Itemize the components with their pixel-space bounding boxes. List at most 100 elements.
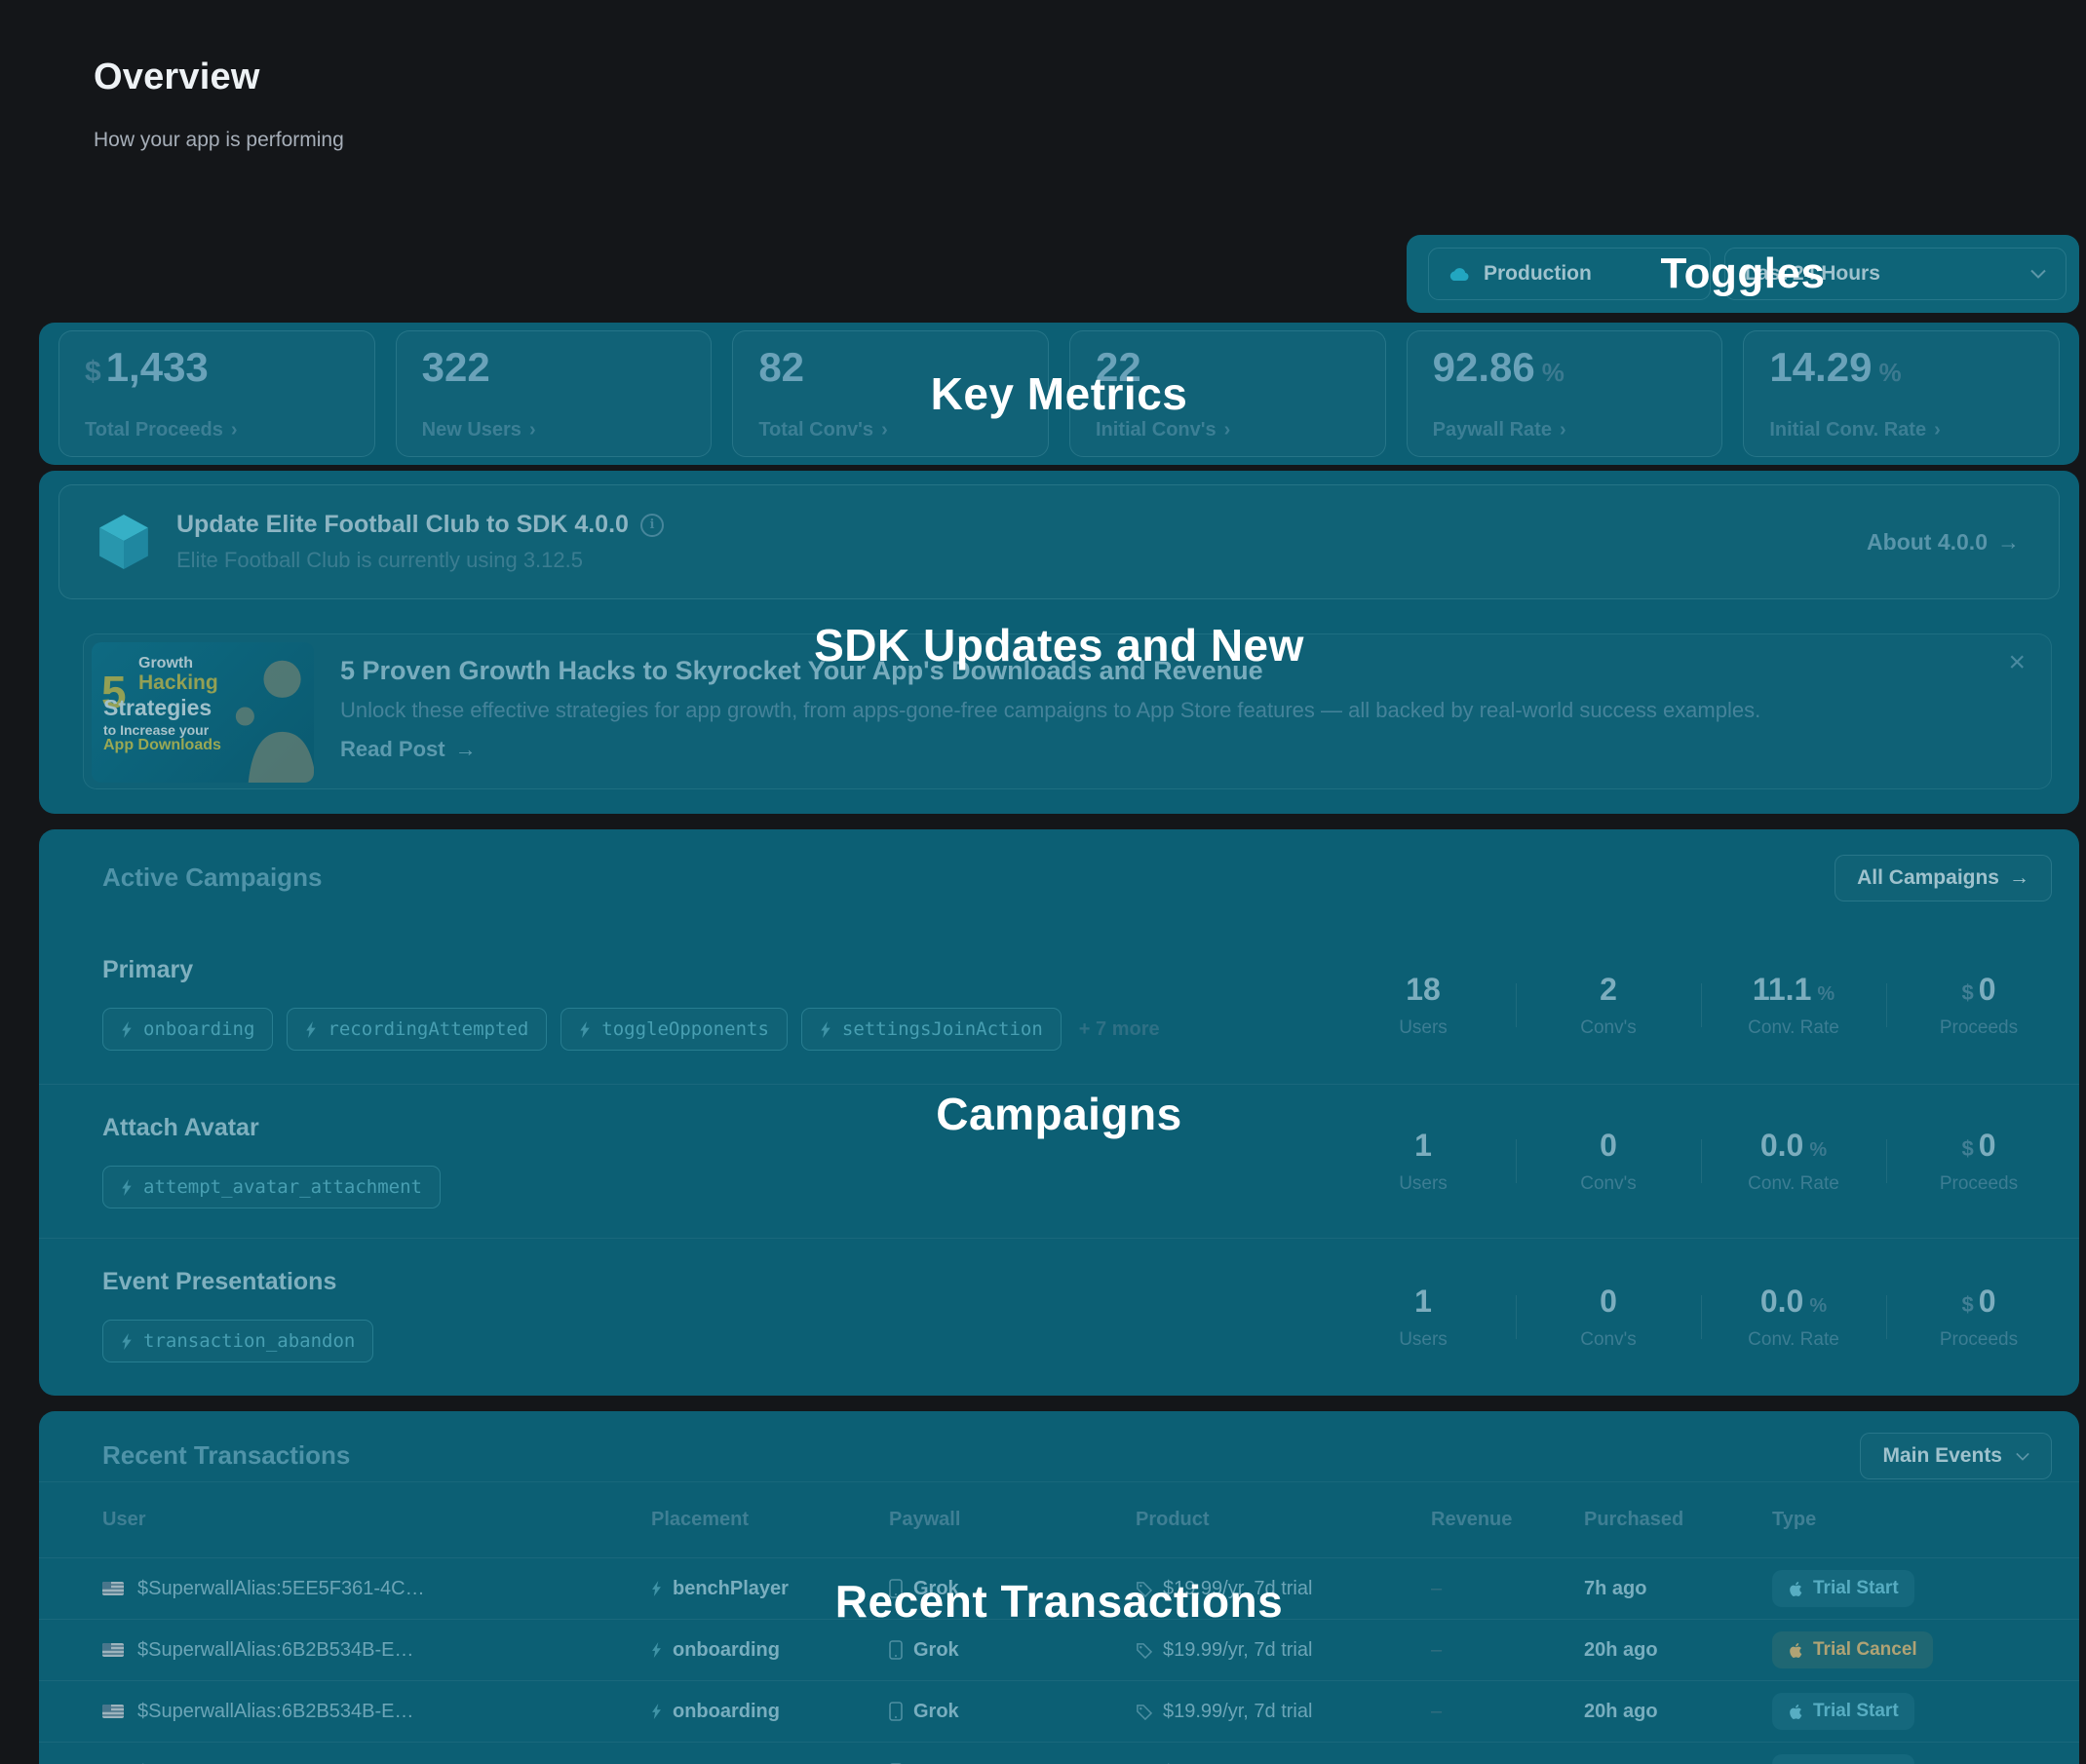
more-tags-label: + 7 more	[1078, 1017, 1160, 1040]
close-icon[interactable]	[2008, 648, 2026, 677]
sdk-cube-icon	[98, 515, 149, 569]
stat-convs: 0 Conv's	[1516, 1284, 1701, 1351]
campaign-row-attach-avatar[interactable]: Attach Avatar attempt_avatar_attachment …	[39, 1084, 2079, 1238]
metric-value: $1,433	[85, 344, 209, 390]
environment-toggle[interactable]: Production	[1428, 248, 1711, 300]
transaction-type-badge: Trial Start	[1772, 1570, 1914, 1607]
tag-icon	[1136, 1704, 1152, 1720]
chevron-right-icon	[1224, 419, 1231, 441]
table-row[interactable]: $SuperwallAlias:6B2B534B-E… onboarding G…	[39, 1619, 2079, 1680]
phone-icon	[889, 1702, 903, 1721]
blog-body: 5 Proven Growth Hacks to Skyrocket Your …	[340, 656, 1973, 762]
table-row[interactable]: $SuperwallAlias:5EE5F361-4C… benchPlayer…	[39, 1557, 2079, 1619]
chevron-right-icon	[529, 419, 536, 441]
flag-icon	[102, 1582, 124, 1595]
stat-users: 18 Users	[1399, 972, 1448, 1038]
arrow-right-icon	[2009, 866, 2029, 890]
phone-icon	[889, 1640, 903, 1660]
bolt-icon	[305, 1020, 317, 1038]
key-metrics-section: $1,433 Total Proceeds 322 New Users 82 T…	[39, 323, 2079, 465]
table-row[interactable]: $SuperwallAlias:17F70804-4C… onboarding …	[39, 1742, 2079, 1764]
environment-label: Production	[1484, 262, 1592, 285]
tag-icon	[1136, 1581, 1152, 1597]
metric-card-paywall-rate[interactable]: 92.86% Paywall Rate	[1406, 330, 1723, 457]
placement-tags: onboarding recordingAttempted toggleOppo…	[102, 1008, 2079, 1051]
bolt-icon	[121, 1178, 133, 1196]
stat-conv-rate: 11.1% Conv. Rate	[1701, 972, 1886, 1039]
page-subtitle: How your app is performing	[94, 129, 344, 151]
cloud-icon	[1449, 267, 1470, 282]
all-campaigns-button[interactable]: All Campaigns	[1835, 855, 2052, 901]
campaign-rows: Primary onboarding recordingAttempted to…	[39, 927, 2079, 1396]
person-photo	[226, 648, 314, 783]
metric-card-new-users[interactable]: 322 New Users	[395, 330, 713, 457]
sdk-update-title: Update Elite Football Club to SDK 4.0.0	[176, 511, 664, 539]
bolt-icon	[651, 1704, 662, 1719]
campaign-name: Event Presentations	[102, 1268, 337, 1295]
toggles-bar: Production Last 24 Hours	[1407, 235, 2079, 313]
campaign-name: Primary	[102, 956, 194, 983]
stat-convs: 0 Conv's	[1516, 1128, 1701, 1195]
sdk-update-text: Update Elite Football Club to SDK 4.0.0 …	[176, 511, 664, 573]
chevron-down-icon	[2030, 269, 2046, 279]
chevron-down-icon	[2016, 1452, 2029, 1461]
active-campaigns-section: Active Campaigns All Campaigns Primary o…	[39, 829, 2079, 1396]
time-range-label: Last 24 Hours	[1745, 262, 1880, 285]
placement-tag: toggleOpponents	[560, 1008, 788, 1051]
placement-tag: settingsJoinAction	[800, 1008, 1062, 1051]
placement-tags: transaction_abandon	[102, 1320, 2079, 1362]
blog-thumbnail: 5 Growth Hacking Strategies to Increase …	[92, 642, 314, 783]
main-events-filter[interactable]: Main Events	[1860, 1433, 2052, 1479]
metric-label: Total Conv's	[758, 419, 1030, 441]
sdk-update-banner: Update Elite Football Club to SDK 4.0.0 …	[58, 484, 2060, 599]
stat-proceeds: $0 Proceeds	[1886, 1128, 2071, 1195]
bolt-icon	[820, 1020, 831, 1038]
chevron-right-icon	[231, 419, 238, 441]
stat-convs: 2 Conv's	[1516, 972, 1701, 1039]
metric-value: 322	[421, 344, 490, 390]
bolt-icon	[651, 1642, 662, 1658]
metric-value: 22	[1095, 344, 1141, 390]
flag-icon	[102, 1705, 124, 1718]
blog-description: Unlock these effective strategies for ap…	[340, 698, 1761, 722]
transaction-type-badge: Trial Cancel	[1772, 1631, 1933, 1668]
metric-label: Initial Conv's	[1096, 419, 1368, 441]
bolt-icon	[579, 1020, 591, 1038]
campaign-row-primary[interactable]: Primary onboarding recordingAttempted to…	[39, 927, 2079, 1084]
placement-tag: transaction_abandon	[102, 1320, 374, 1362]
metric-value: 92.86%	[1432, 344, 1564, 390]
bolt-icon	[121, 1332, 133, 1350]
metric-card-total-convs[interactable]: 82 Total Conv's	[732, 330, 1049, 457]
metric-card-initial-conv-rate[interactable]: 14.29% Initial Conv. Rate	[1743, 330, 2060, 457]
active-campaigns-title: Active Campaigns	[102, 863, 323, 892]
bolt-icon	[651, 1581, 662, 1596]
read-post-link[interactable]: Read Post	[340, 737, 1973, 762]
table-row[interactable]: $SuperwallAlias:6B2B534B-E… onboarding G…	[39, 1680, 2079, 1742]
arrow-right-icon	[455, 737, 477, 762]
phone-icon	[889, 1579, 903, 1598]
table-header-row: User Placement Paywall Product Revenue P…	[39, 1481, 2079, 1557]
transaction-type-badge: Trial Start	[1772, 1693, 1914, 1730]
stat-proceeds: $0 Proceeds	[1886, 972, 2071, 1039]
metric-label: Paywall Rate	[1433, 419, 1705, 441]
campaign-stats: 18 Users 2 Conv's 11.1% Conv. Rate $0 Procee…	[1331, 927, 2071, 1084]
metric-value: 14.29%	[1769, 344, 1902, 390]
tag-icon	[1136, 1642, 1152, 1659]
chevron-right-icon	[1934, 419, 1941, 441]
blog-title: 5 Proven Growth Hacks to Skyrocket Your …	[340, 656, 1263, 685]
chevron-right-icon	[1560, 419, 1566, 441]
metric-card-initial-convs[interactable]: 22 Initial Conv's	[1068, 330, 1386, 457]
arrow-right-icon	[1997, 529, 2020, 556]
time-range-select[interactable]: Last 24 Hours	[1724, 248, 2067, 300]
info-icon[interactable]	[639, 513, 664, 537]
metric-card-total-proceeds[interactable]: $1,433 Total Proceeds	[58, 330, 375, 457]
about-sdk-link[interactable]: About 4.0.0	[1867, 529, 2020, 556]
metric-label: New Users	[422, 419, 694, 441]
page-title: Overview	[94, 57, 260, 97]
sdk-update-subtitle: Elite Football Club is currently using 3…	[176, 548, 583, 572]
blog-post-banner: 5 Growth Hacking Strategies to Increase …	[83, 633, 2052, 789]
transaction-type-badge: Trial Start	[1772, 1754, 1914, 1764]
sdk-updates-section: Update Elite Football Club to SDK 4.0.0 …	[39, 471, 2079, 814]
campaign-row-event-presentations[interactable]: Event Presentations transaction_abandon …	[39, 1238, 2079, 1396]
